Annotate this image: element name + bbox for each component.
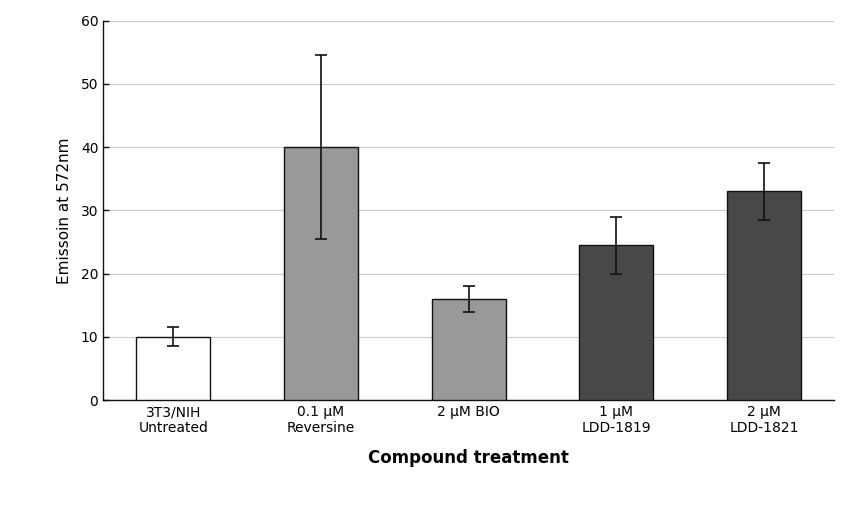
Bar [580, 245, 654, 400]
Bar [284, 147, 358, 400]
Y-axis label: Emissoin at 572nm: Emissoin at 572nm [58, 137, 72, 284]
Bar [432, 299, 506, 400]
Bar [137, 337, 210, 400]
Bar [728, 191, 801, 400]
X-axis label: Compound treatment: Compound treatment [368, 449, 569, 467]
